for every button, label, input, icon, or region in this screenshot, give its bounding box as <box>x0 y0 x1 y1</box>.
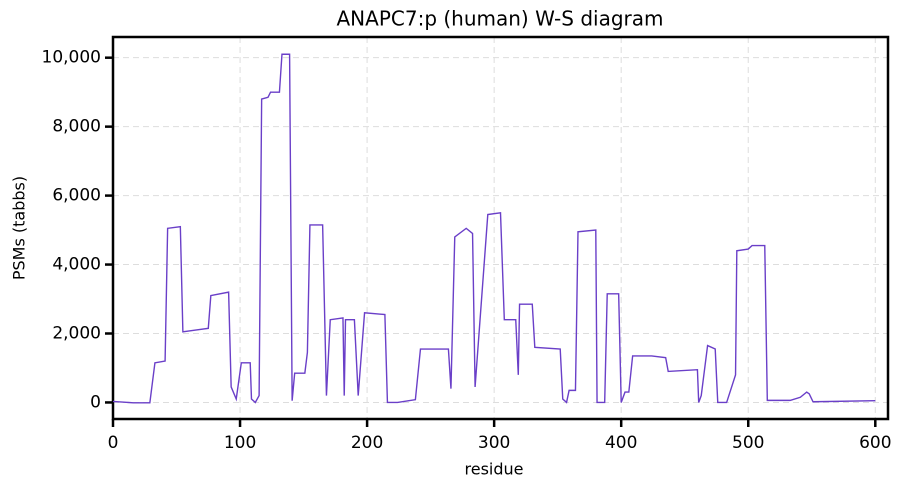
chart-title: ANAPC7:p (human) W-S diagram <box>337 7 664 31</box>
y-tick-label: 2,000 <box>52 323 101 343</box>
plot-frame <box>111 35 890 421</box>
y-tick-label: 6,000 <box>52 186 101 206</box>
y-tick-label: 8,000 <box>52 117 101 137</box>
y-tick-label: 0 <box>90 392 101 412</box>
x-tick-label: 0 <box>108 433 119 453</box>
y-tick-label: 10,000 <box>42 48 101 68</box>
x-axis-label: residue <box>465 460 524 479</box>
data-line <box>112 53 876 404</box>
x-tick-label: 100 <box>224 433 256 453</box>
x-tick-label: 200 <box>351 433 383 453</box>
y-axis-label: PSMs (tabbs) <box>10 176 29 280</box>
x-tick-label: 400 <box>605 433 637 453</box>
x-tick-label: 300 <box>478 433 510 453</box>
x-tick-label: 600 <box>859 433 891 453</box>
x-tick-label: 500 <box>732 433 764 453</box>
y-tick-label: 4,000 <box>52 255 101 275</box>
